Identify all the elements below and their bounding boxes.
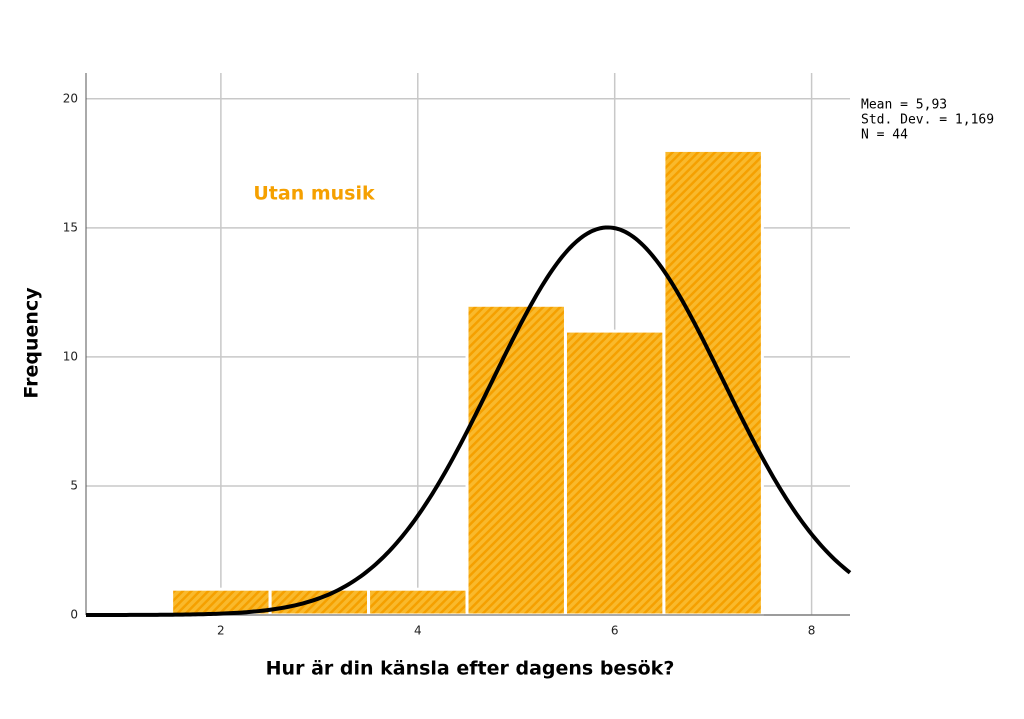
- stat-label: Std. Dev. = 1,169: [861, 113, 994, 128]
- y-tick-label: 5: [70, 478, 78, 492]
- x-tick-label: 8: [808, 624, 816, 638]
- x-axis-label: Hur är din känsla efter dagens besök?: [266, 658, 675, 680]
- y-tick-label: 15: [63, 220, 78, 234]
- y-tick-label: 0: [70, 608, 78, 622]
- y-axis-label: Frequency: [21, 287, 43, 399]
- bar: [367, 587, 469, 617]
- bar: [563, 329, 666, 617]
- bar: [465, 303, 567, 617]
- x-tick-label: 6: [611, 624, 619, 638]
- x-tick-label: 2: [217, 624, 225, 638]
- bar: [268, 587, 371, 617]
- normal-curve: [86, 225, 852, 617]
- x-tick-label: 4: [414, 624, 422, 638]
- bar: [662, 148, 764, 617]
- y-tick-label: 20: [63, 91, 78, 105]
- annotation: Utan musik: [253, 183, 375, 205]
- y-tick-label: 10: [63, 349, 78, 363]
- stat-label: N = 44: [861, 128, 908, 143]
- stat-label: Mean = 5,93: [861, 98, 947, 113]
